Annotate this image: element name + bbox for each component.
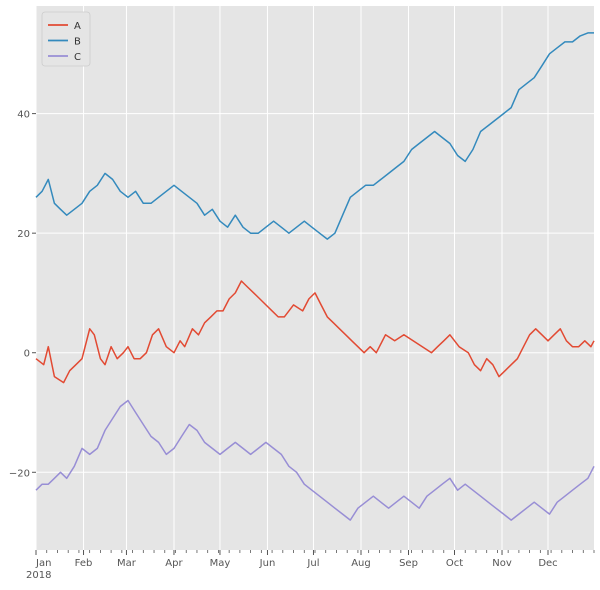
x-year-label: 2018 — [26, 570, 51, 581]
legend-label-c: C — [74, 52, 81, 63]
series-line-b — [35, 32, 594, 240]
legend-box — [41, 11, 91, 67]
series-line-a — [35, 280, 595, 384]
x-tick-label: Apr — [165, 558, 183, 569]
series-lines — [35, 32, 595, 521]
y-tick-label: 0 — [24, 349, 30, 360]
plot-area — [36, 6, 594, 550]
y-tick-label: 40 — [17, 110, 30, 121]
x-tick-label: Jun — [259, 558, 276, 569]
legend-label-a: A — [74, 21, 81, 32]
y-tick-label: 20 — [17, 229, 30, 240]
x-tick-label: Aug — [351, 558, 371, 569]
legend: ABC — [41, 11, 91, 67]
grid-lines — [35, 6, 594, 550]
x-tick-label: Jul — [306, 558, 319, 569]
x-tick-label: Sep — [399, 558, 418, 569]
legend-label-b: B — [74, 37, 81, 48]
y-tick-label: −20 — [9, 468, 30, 479]
x-tick-label: Jan — [35, 558, 51, 569]
x-tick-label: May — [210, 558, 231, 569]
axes: Jan Feb Mar Apr May Jun Jul Aug Sep Oct Nov Dec 2018… — [9, 110, 595, 581]
x-tick-label: Nov — [492, 558, 512, 569]
x-tick-label: Mar — [117, 558, 137, 569]
series-line-c — [35, 399, 595, 521]
x-tick-label: Dec — [538, 558, 557, 569]
x-tick-label: Feb — [75, 558, 93, 569]
x-tick-label: Oct — [446, 558, 463, 569]
